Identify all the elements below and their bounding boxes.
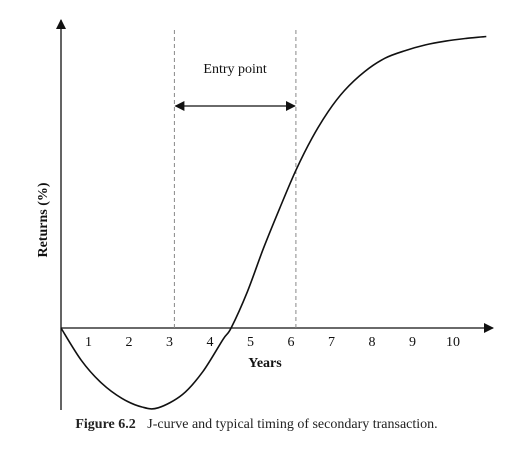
x-axis-label: Years xyxy=(248,356,282,371)
figure-caption-text: J-curve and typical timing of secondary … xyxy=(147,417,437,432)
x-tick-label: 2 xyxy=(126,335,133,350)
x-tick-label: 10 xyxy=(446,335,460,350)
x-tick-label: 6 xyxy=(288,335,295,350)
entry-point-label: Entry point xyxy=(203,62,266,77)
figure-caption: Figure 6.2 J-curve and typical timing of… xyxy=(0,417,513,433)
x-tick-label: 7 xyxy=(328,335,335,350)
x-tick-label: 3 xyxy=(166,335,173,350)
x-tick-label: 1 xyxy=(85,335,92,350)
x-tick-labels: 1 2 3 4 5 6 7 8 9 10 xyxy=(85,335,460,350)
y-axis-label: Returns (%) xyxy=(36,182,51,257)
x-tick-label: 4 xyxy=(207,335,214,350)
figure-label: Figure 6.2 xyxy=(75,417,135,432)
x-tick-label: 8 xyxy=(369,335,376,350)
j-curve-line xyxy=(61,37,486,409)
x-tick-label: 5 xyxy=(247,335,254,350)
x-tick-label: 9 xyxy=(409,335,416,350)
